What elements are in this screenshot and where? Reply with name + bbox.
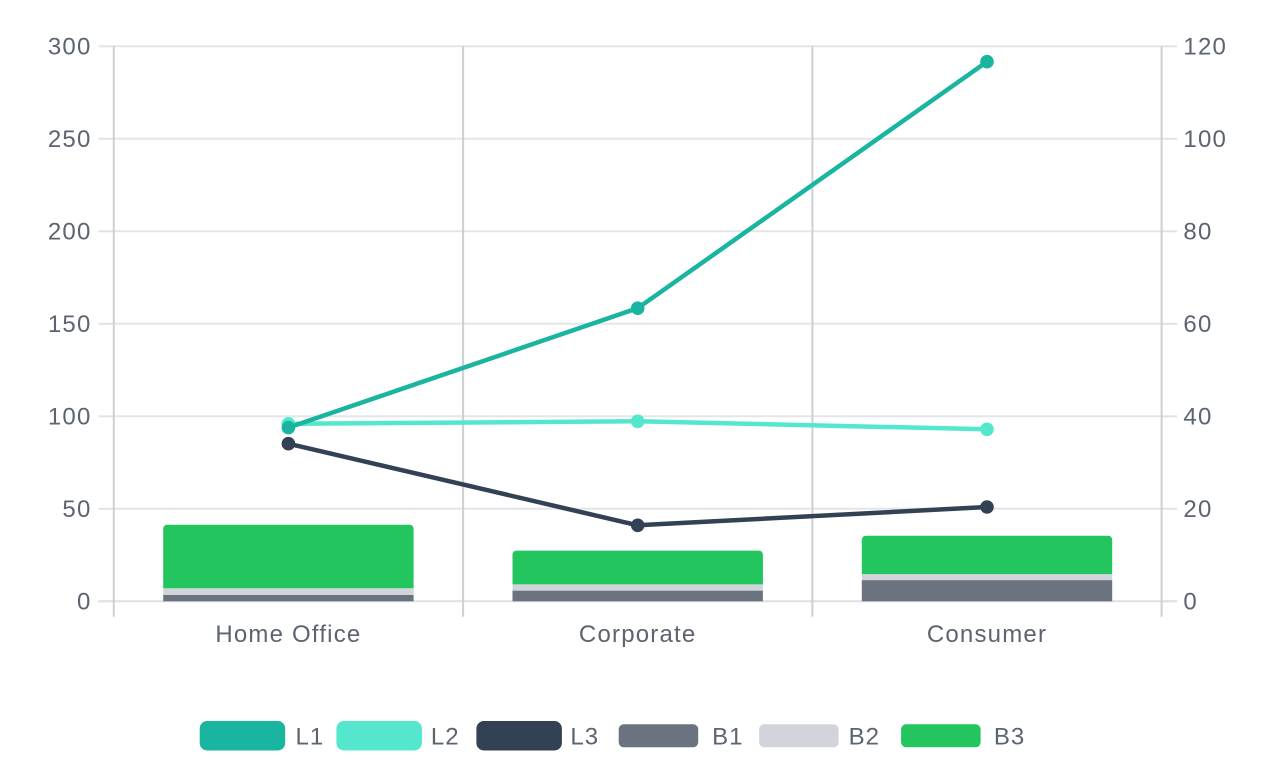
svg-text:60: 60 (1183, 311, 1212, 338)
svg-text:300: 300 (48, 34, 92, 61)
svg-text:Consumer: Consumer (927, 621, 1047, 648)
svg-text:100: 100 (48, 404, 92, 431)
svg-text:100: 100 (1183, 126, 1227, 153)
svg-text:200: 200 (48, 219, 92, 246)
svg-text:250: 250 (48, 126, 92, 153)
svg-text:20: 20 (1183, 496, 1212, 523)
svg-text:L3: L3 (570, 724, 599, 751)
svg-text:L1: L1 (296, 724, 325, 751)
svg-text:B2: B2 (849, 724, 880, 751)
svg-text:Home Office: Home Office (215, 621, 361, 648)
svg-text:L2: L2 (431, 724, 460, 751)
svg-text:B1: B1 (712, 724, 743, 751)
svg-text:0: 0 (1183, 589, 1198, 616)
svg-text:50: 50 (62, 496, 91, 523)
svg-text:80: 80 (1183, 219, 1212, 246)
svg-text:0: 0 (77, 589, 92, 616)
svg-text:120: 120 (1183, 34, 1227, 61)
svg-text:40: 40 (1183, 404, 1212, 431)
svg-text:B3: B3 (994, 724, 1025, 751)
svg-text:Corporate: Corporate (579, 621, 697, 648)
svg-text:150: 150 (48, 311, 92, 338)
